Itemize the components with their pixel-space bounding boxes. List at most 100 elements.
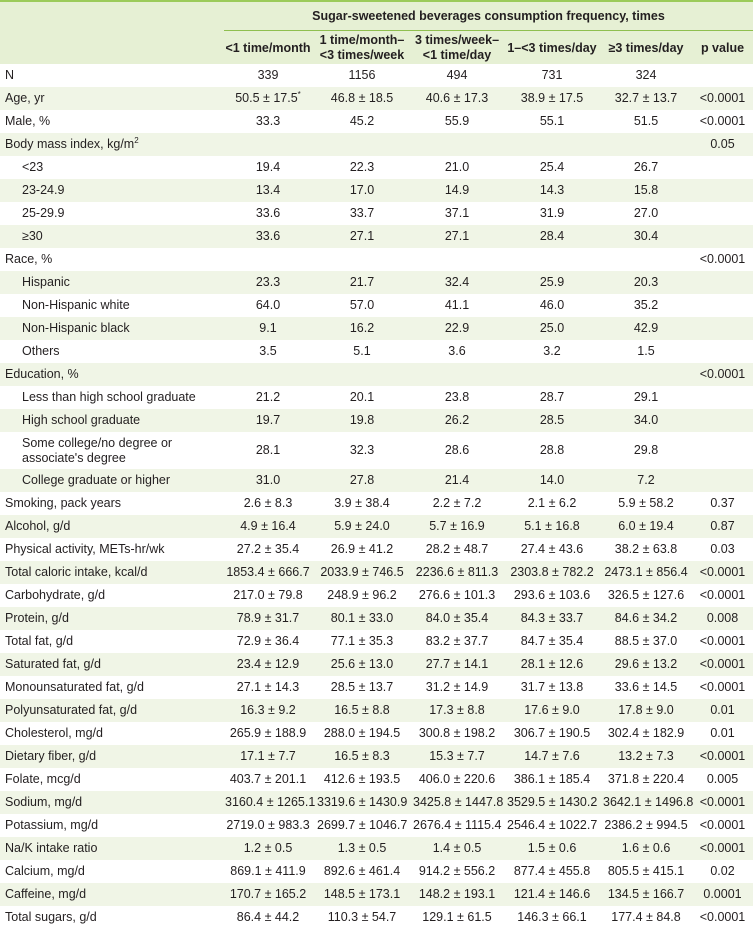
cell-text: 276.6 ± 101.3 [418, 588, 496, 602]
p-value: 0.03 [710, 542, 735, 556]
row-label: Age, yr [0, 87, 222, 110]
row-label: Some college/no degree or associate's de… [0, 432, 222, 469]
cell-value: 23.8 [410, 386, 504, 409]
cell-text: 88.5 ± 37.0 [614, 634, 678, 648]
cell-text: 265.9 ± 188.9 [229, 726, 307, 740]
cell-value: 324 [600, 64, 692, 87]
table-row: Some college/no degree or associate's de… [0, 432, 753, 469]
cell-value: 148.2 ± 193.1 [410, 883, 504, 906]
cell-text: 25.9 [539, 275, 565, 289]
cell-text: 15.8 [633, 183, 659, 197]
cell-text: 32.4 [444, 275, 470, 289]
cell-value: 17.3 ± 8.8 [410, 699, 504, 722]
cell-text: 2.6 ± 8.3 [243, 496, 293, 510]
cell-value: 38.2 ± 63.8 [600, 538, 692, 561]
row-label: Total sugars, g/d [0, 906, 222, 929]
cell-value: 5.7 ± 16.9 [410, 515, 504, 538]
p-value: <0.0001 [699, 367, 746, 381]
cell-value [222, 248, 314, 271]
row-label: Total fat, g/d [0, 630, 222, 653]
cell-value: 19.8 [314, 409, 410, 432]
row-label: Monounsaturated fat, g/d [0, 676, 222, 699]
cell-text: 324 [635, 68, 657, 82]
cell-text: 86.4 ± 44.2 [236, 910, 300, 924]
cell-text: 84.3 ± 33.7 [520, 611, 584, 625]
p-value [692, 64, 753, 87]
cell-value: 403.7 ± 201.1 [222, 768, 314, 791]
cell-value: 27.0 [600, 202, 692, 225]
group-title: Sugar-sweetened beverages consumption fr… [224, 9, 753, 31]
cell-text: 14.0 [539, 473, 565, 487]
cell-value: 32.4 [410, 271, 504, 294]
table-row: Saturated fat, g/d 23.4 ± 12.9 25.6 ± 13.0… [0, 653, 753, 676]
row-label: Less than high school graduate [0, 386, 222, 409]
cell-value: 2303.8 ± 782.2 [504, 561, 600, 584]
cell-value: 31.9 [504, 202, 600, 225]
cell-text: 32.7 ± 13.7 [614, 91, 678, 105]
row-label: Hispanic [0, 271, 222, 294]
cell-text: 55.1 [539, 114, 565, 128]
cell-text: 28.7 [539, 390, 565, 404]
cell-value: 28.4 [504, 225, 600, 248]
table-row: Others 3.5 5.1 3.6 3.2 1.5 [0, 340, 753, 363]
cell-value: 33.6 ± 14.5 [600, 676, 692, 699]
row-label-text: Dietary fiber, g/d [5, 749, 97, 763]
cell-value: 5.9 ± 24.0 [314, 515, 410, 538]
cell-value: 27.8 [314, 469, 410, 492]
cell-value: 326.5 ± 127.6 [600, 584, 692, 607]
cell-text: 5.9 ± 58.2 [618, 496, 674, 510]
cell-value: 80.1 ± 33.0 [314, 607, 410, 630]
row-label-text: Monounsaturated fat, g/d [5, 680, 144, 694]
cell-value: 72.9 ± 36.4 [222, 630, 314, 653]
cell-text: 33.3 [255, 114, 281, 128]
row-label: Others [0, 340, 222, 363]
cell-value: 300.8 ± 198.2 [410, 722, 504, 745]
row-label-text: Carbohydrate, g/d [5, 588, 106, 602]
cell-value: 3642.1 ± 1496.8 [600, 791, 693, 814]
cell-text: 129.1 ± 61.5 [422, 910, 492, 924]
cell-value: 3319.6 ± 1430.9 [314, 791, 410, 814]
cell-text: 177.4 ± 84.8 [611, 910, 681, 924]
cell-value: 28.7 [504, 386, 600, 409]
cell-value: 2.2 ± 7.2 [410, 492, 504, 515]
cell-value: 50.5 ± 17.5* [222, 87, 314, 110]
row-label-text: Protein, g/d [5, 611, 69, 625]
row-label: Dietary fiber, g/d [0, 745, 222, 768]
cell-text: 31.2 ± 14.9 [425, 680, 489, 694]
cell-value: 88.5 ± 37.0 [600, 630, 692, 653]
cell-value: 25.0 [504, 317, 600, 340]
cell-value: 412.6 ± 193.5 [314, 768, 410, 791]
row-label: Race, % [0, 248, 222, 271]
cell-value: 21.4 [410, 469, 504, 492]
cell-text: 25.4 [539, 160, 565, 174]
row-label: Caffeine, mg/d [0, 883, 222, 906]
table-row: Polyunsaturated fat, g/d 16.3 ± 9.2 16.5 ±… [0, 699, 753, 722]
cell-text: 22.3 [349, 160, 375, 174]
cell-value: 51.5 [600, 110, 692, 133]
table-row: Body mass index, kg/m2 0.05 [0, 133, 753, 156]
cell-value [504, 248, 600, 271]
cell-text: 217.0 ± 79.8 [233, 588, 303, 602]
cell-value: 78.9 ± 31.7 [222, 607, 314, 630]
cell-text: 28.1 [255, 443, 281, 457]
row-label-text: Hispanic [22, 275, 70, 289]
row-label-text: Age, yr [5, 91, 45, 105]
cell-value: 877.4 ± 455.8 [504, 860, 600, 883]
table-row: High school graduate 19.7 19.8 26.2 28.5 34.0 [0, 409, 753, 432]
table-row: Dietary fiber, g/d 17.1 ± 7.7 16.5 ± 8.3 15… [0, 745, 753, 768]
cell-value [600, 363, 692, 386]
cell-value: 55.1 [504, 110, 600, 133]
cell-value: 914.2 ± 556.2 [410, 860, 504, 883]
column-header-frequency: 1 time/month– <3 times/week [319, 33, 405, 62]
cell-value: 15.8 [600, 179, 692, 202]
cell-value: 129.1 ± 61.5 [410, 906, 504, 929]
cell-value [600, 133, 692, 156]
cell-value: 16.5 ± 8.3 [314, 745, 410, 768]
cell-text: 5.1 [353, 344, 371, 358]
cell-text: 50.5 ± 17.5 [235, 91, 298, 105]
cell-text: 40.6 ± 17.3 [425, 91, 489, 105]
row-label: Physical activity, METs-hr/wk [0, 538, 222, 561]
cell-text: 494 [446, 68, 468, 82]
table-row: Hispanic 23.3 21.7 32.4 25.9 20.3 [0, 271, 753, 294]
